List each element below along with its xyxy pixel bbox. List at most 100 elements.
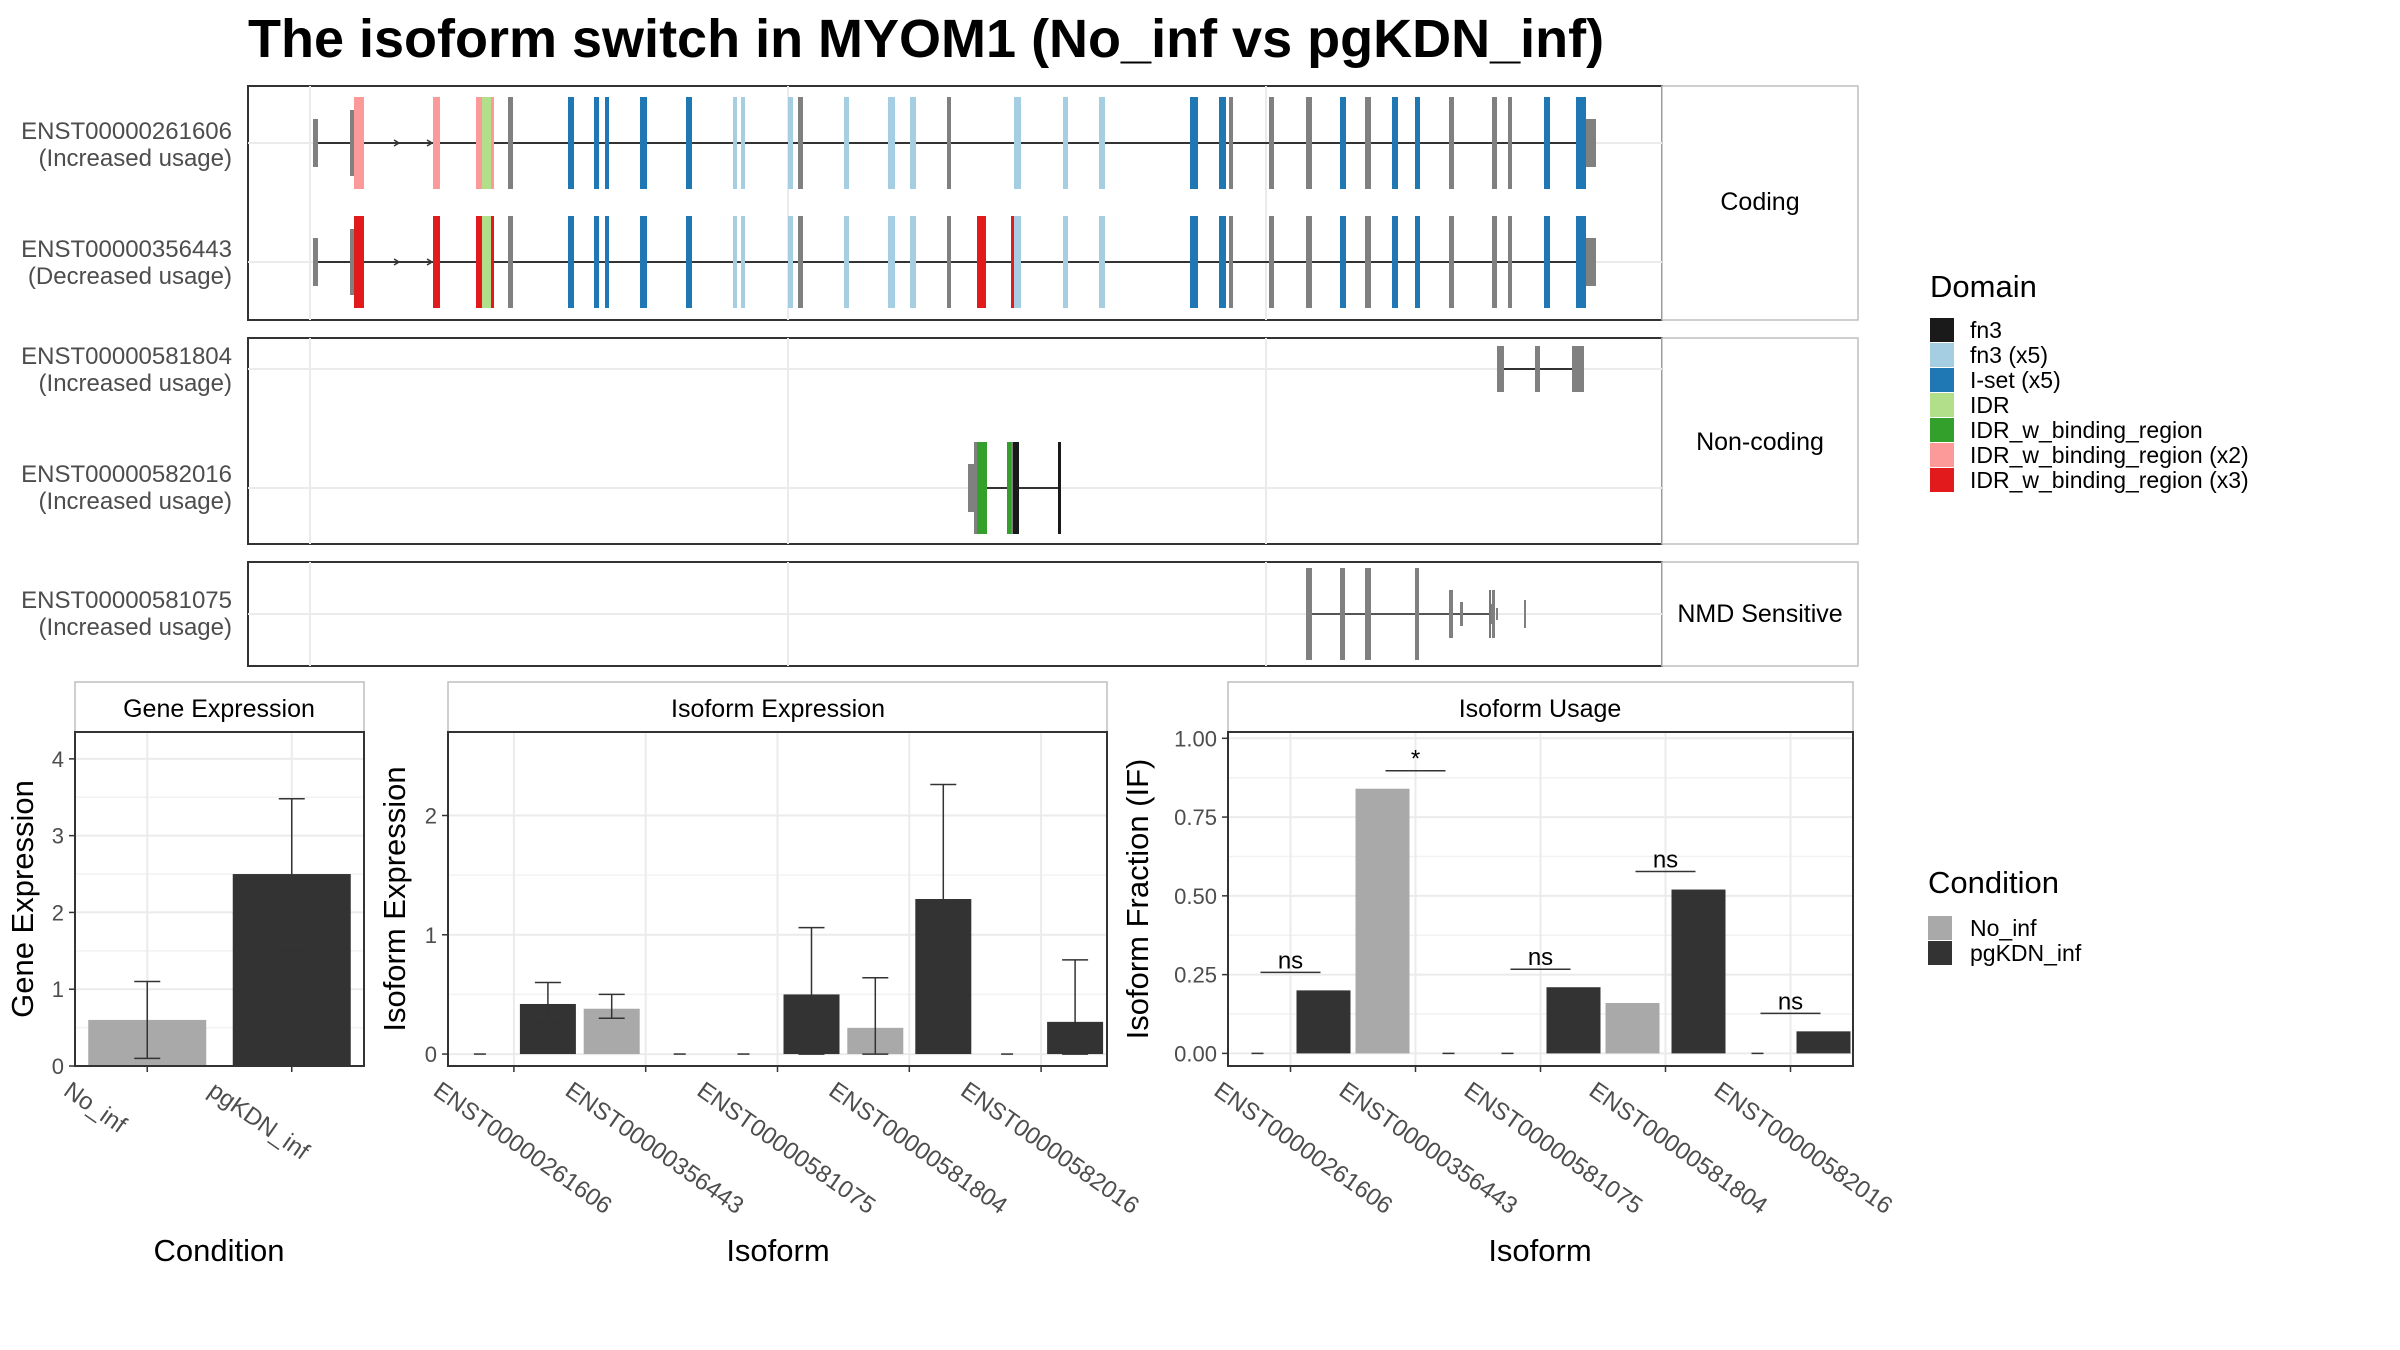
legend-swatch [1930, 393, 1954, 417]
exon-block [1586, 119, 1596, 167]
exon-block [1365, 97, 1371, 189]
coding-strip [1661, 85, 1859, 321]
exon-block [1190, 216, 1198, 308]
exon-block [686, 216, 692, 308]
transcript-id-label: ENST00000261606 [21, 118, 232, 145]
exon-block [491, 97, 494, 189]
exon-block [482, 97, 491, 189]
exon-block [1496, 608, 1498, 620]
legend-swatch [1928, 941, 1952, 965]
exon-block [1219, 216, 1226, 308]
exon-block [741, 97, 745, 189]
exon-block [1497, 346, 1504, 392]
exon-block [788, 97, 793, 189]
exon-block [605, 97, 609, 189]
strip-label-noncoding: Non-coding [1696, 428, 1824, 456]
nmd-strip [1661, 561, 1859, 667]
legend-label: fn3 (x5) [1970, 342, 2048, 368]
exon-block [1392, 216, 1398, 308]
exon-block [1449, 590, 1453, 638]
exon-block [733, 216, 737, 308]
exon-block [1306, 216, 1312, 308]
gene-expression-chart: Gene Expression 0 1 2 3 4 No_inf pgKDN_inf Con… [5, 681, 365, 1268]
exon-block [1014, 97, 1021, 189]
significance-label: ns [1778, 988, 1803, 1015]
y-tick-label: 3 [52, 824, 64, 849]
transcript-id-label: ENST00000356443 [21, 236, 232, 263]
exon-block [476, 216, 482, 308]
exon-block [947, 216, 951, 308]
transcript-track [1306, 568, 1526, 660]
transcript-id-label: ENST00000582016 [21, 461, 232, 488]
exon-block [1011, 216, 1014, 308]
bar [1296, 990, 1351, 1054]
y-tick-label: 0.75 [1174, 805, 1217, 830]
significance-label: ns [1278, 947, 1303, 974]
y-tick-label: 2 [425, 804, 437, 829]
legend-label: pgKDN_inf [1970, 940, 2082, 966]
y-tick-label: 1 [52, 977, 64, 1002]
y-tick-label: 4 [52, 747, 64, 772]
exon-block [1576, 216, 1586, 308]
y-tick-label: 2 [52, 900, 64, 925]
exon-block [568, 216, 574, 308]
exon-block [476, 97, 482, 189]
transcript-track [1497, 346, 1584, 392]
exon-block [1508, 216, 1512, 308]
exon-block [1492, 590, 1495, 638]
exon-block [1058, 442, 1061, 534]
exon-block [947, 97, 951, 189]
bar [1796, 1031, 1851, 1054]
exon-block [910, 216, 916, 308]
isoform-expression-chart: Isoform Expression 012ENST00000261606ENS… [377, 681, 1144, 1268]
exon-block [313, 119, 318, 167]
exon-block [974, 442, 977, 534]
strand-arrow [426, 258, 434, 266]
y-tick-label: 0 [52, 1054, 64, 1079]
exon-block [977, 442, 987, 534]
exon-block [1229, 216, 1233, 308]
exon-block [1190, 97, 1198, 189]
exon-block [1229, 97, 1233, 189]
significance-label: * [1411, 746, 1420, 773]
legend-swatch [1928, 916, 1952, 940]
legend-swatch [1930, 468, 1954, 492]
legend-swatch [1930, 443, 1954, 467]
legend-label: IDR [1970, 392, 2010, 418]
legend-label: IDR_w_binding_region (x2) [1970, 442, 2249, 468]
panel-border [447, 731, 1108, 1067]
exon-block [1219, 97, 1226, 189]
exon-block [354, 97, 364, 189]
transcript-track [313, 97, 1596, 189]
transcript-usage-label: (Decreased usage) [28, 263, 232, 290]
exon-block [1460, 602, 1463, 626]
exon-block [888, 216, 895, 308]
exon-block [350, 229, 355, 295]
exon-block [594, 216, 599, 308]
transcript-usage-label: (Increased usage) [39, 370, 232, 397]
y-axis-title: Gene Expression [5, 780, 40, 1018]
legend-label: No_inf [1970, 915, 2037, 941]
exon-block [844, 216, 849, 308]
y-tick-label: 0.50 [1174, 884, 1217, 909]
strand-arrow [393, 258, 401, 266]
isoform-structure-plot: Coding Non-coding NMD Sensitive ENST0000… [21, 85, 1859, 667]
exon-block [640, 97, 647, 189]
exon-block [433, 216, 440, 308]
panel-strip-title: Gene Expression [123, 695, 315, 723]
legend-label: I-set (x5) [1970, 367, 2061, 393]
y-axis-title: Isoform Expression [377, 766, 412, 1031]
transcript-usage-label: (Increased usage) [39, 614, 232, 641]
exon-block [1492, 97, 1497, 189]
panel-strip-title: Isoform Expression [671, 695, 885, 723]
domain-legend-title: Domain [1930, 269, 2037, 304]
exon-block [1269, 216, 1274, 308]
exon-block [686, 97, 692, 189]
exon-block [594, 97, 599, 189]
exon-block [1011, 442, 1013, 534]
panel-strip [74, 681, 365, 733]
legend-label: IDR_w_binding_region (x3) [1970, 467, 2249, 493]
legend-label: fn3 [1970, 317, 2002, 343]
exon-block [1415, 568, 1419, 660]
